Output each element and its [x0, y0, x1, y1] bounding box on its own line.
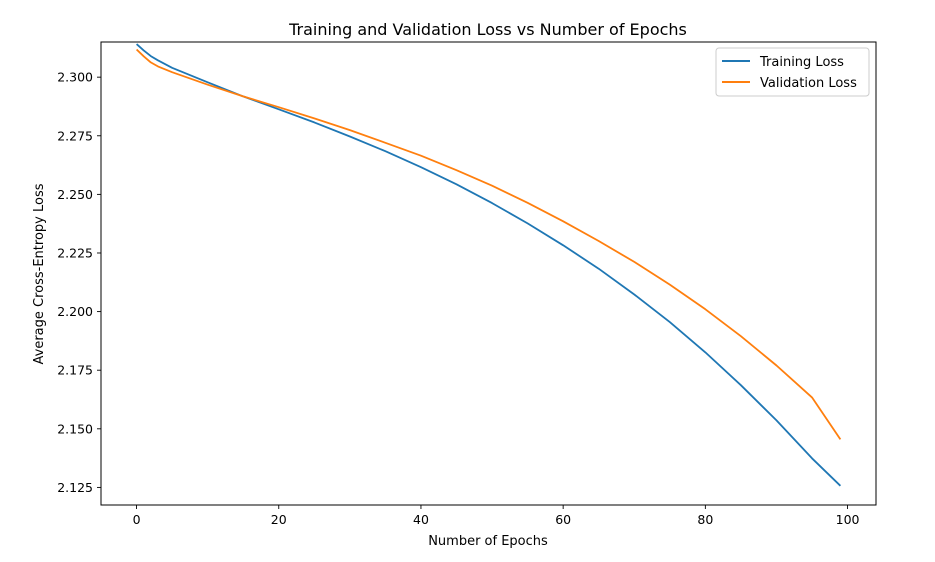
y-axis-ticks: 2.125 2.150 2.175 2.200 2.225 2.250 2.275 2.300 — [57, 70, 101, 495]
x-tick-label: 20 — [271, 512, 287, 527]
y-tick-label: 2.300 — [57, 70, 93, 85]
legend: Training Loss Validation Loss — [715, 47, 870, 97]
y-tick-label: 2.275 — [57, 128, 93, 143]
x-tick-label: 80 — [697, 512, 713, 527]
validation-loss-line — [135, 48, 842, 440]
chart-title: Training and Validation Loss vs Number o… — [288, 20, 687, 39]
y-tick-label: 2.200 — [57, 304, 93, 319]
x-tick-label: 40 — [413, 512, 429, 527]
y-tick-label: 2.150 — [57, 421, 93, 436]
x-tick-label: 0 — [133, 512, 141, 527]
legend-label-validation: Validation Loss — [760, 76, 857, 91]
x-axis-ticks: 0 20 40 60 80 100 — [133, 505, 860, 527]
x-tick-label: 60 — [555, 512, 571, 527]
plot-area: 0 20 40 60 80 100 2.1252.1502.1752.2002.2252.… — [57, 41, 877, 527]
legend-box — [715, 47, 870, 97]
y-tick-label: 2.225 — [57, 245, 93, 260]
series-lines — [135, 43, 842, 487]
plot-frame — [100, 41, 877, 506]
y-axis-label: Average Cross-Entropy Loss — [32, 183, 47, 364]
y-tick-label: 2.250 — [57, 187, 93, 202]
x-tick-label: 100 — [836, 512, 860, 527]
training-loss-line — [136, 43, 842, 487]
y-tick-label: 2.125 — [57, 480, 93, 495]
y-tick-label: 2.175 — [57, 363, 93, 378]
legend-label-training: Training Loss — [759, 55, 844, 70]
x-axis-label: Number of Epochs — [428, 534, 548, 549]
